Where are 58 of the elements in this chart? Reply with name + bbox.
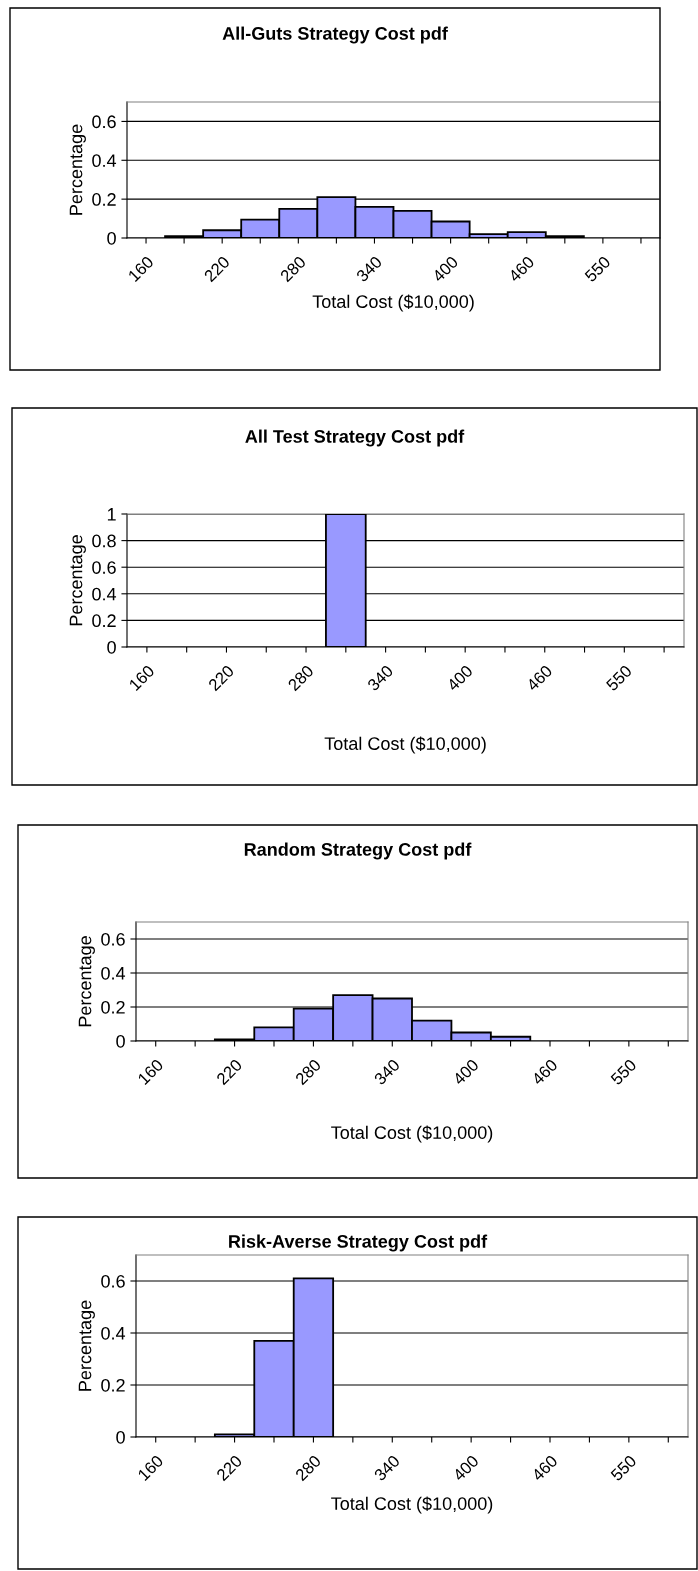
y-tick-label: 0.6 (101, 1274, 125, 1288)
y-tick-label: 1 (107, 508, 116, 521)
x-tick-label: 460 (507, 255, 535, 283)
x-tick-label: 460 (530, 1454, 559, 1482)
y-tick-label: 0.4 (92, 154, 117, 168)
y-tick-label: 0.4 (101, 966, 126, 980)
y-tick-label: 0.2 (101, 1000, 125, 1014)
y-axis-title: Percentage (78, 1300, 95, 1391)
x-tick-label: 280 (294, 1454, 322, 1482)
x-tick-label: 460 (530, 1058, 559, 1086)
x-axis-title: Total Cost ($10,000) (331, 1496, 493, 1514)
y-tick-label: 0.6 (92, 561, 116, 574)
y-tick-label: 0 (107, 640, 116, 654)
x-tick-label: 160 (137, 1454, 164, 1482)
y-tick-label: 0.2 (101, 1378, 125, 1392)
y-tick-label: 0.2 (92, 614, 116, 628)
x-axis-title: Total Cost ($10,000) (331, 1125, 493, 1143)
x-tick-label: 550 (609, 1058, 638, 1086)
x-tick-label: 400 (446, 664, 474, 692)
y-tick-label: 0 (116, 1430, 125, 1444)
x-tick-label: 340 (355, 255, 383, 283)
x-tick-label: 460 (525, 664, 553, 692)
x-tick-label: 160 (127, 255, 155, 283)
y-axis-title: Percentage (69, 124, 86, 215)
x-tick-label: 340 (373, 1058, 401, 1086)
x-tick-label: 220 (203, 255, 231, 283)
chart-title: All Test Strategy Cost pdf (245, 429, 465, 447)
y-tick-label: 0 (107, 231, 116, 245)
y-axis-title: Percentage (78, 936, 95, 1027)
x-tick-label: 550 (605, 664, 633, 692)
x-tick-label: 400 (452, 1454, 480, 1482)
x-tick-label: 160 (137, 1058, 164, 1086)
x-tick-label: 280 (287, 664, 315, 692)
y-tick-label: 0.6 (92, 115, 116, 129)
x-tick-label: 550 (584, 255, 612, 283)
x-tick-label: 340 (373, 1454, 401, 1482)
x-tick-label: 280 (294, 1058, 322, 1086)
x-axis-title: Total Cost ($10,000) (312, 294, 474, 312)
x-tick-label: 220 (215, 1058, 243, 1086)
x-tick-label: 160 (128, 664, 156, 692)
x-tick-label: 400 (431, 255, 459, 283)
y-tick-label: 0.4 (92, 587, 117, 601)
y-tick-label: 0.4 (101, 1326, 126, 1340)
y-axis-title: Percentage (69, 535, 86, 626)
x-tick-label: 220 (215, 1454, 243, 1482)
x-tick-label: 220 (207, 664, 235, 692)
x-tick-label: 400 (452, 1058, 480, 1086)
y-tick-label: 0 (116, 1034, 125, 1048)
y-tick-label: 0.6 (101, 932, 125, 946)
x-tick-label: 340 (366, 664, 394, 692)
x-tick-label: 550 (609, 1454, 638, 1482)
y-tick-label: 0.8 (92, 534, 116, 548)
chart-title: Random Strategy Cost pdf (244, 842, 472, 860)
x-axis-title: Total Cost ($10,000) (324, 736, 486, 754)
y-tick-label: 0.2 (92, 193, 116, 206)
chart-title: Risk-Averse Strategy Cost pdf (229, 1234, 488, 1252)
chart-title: All-Guts Strategy Cost pdf (222, 26, 448, 44)
x-tick-label: 280 (279, 255, 307, 283)
